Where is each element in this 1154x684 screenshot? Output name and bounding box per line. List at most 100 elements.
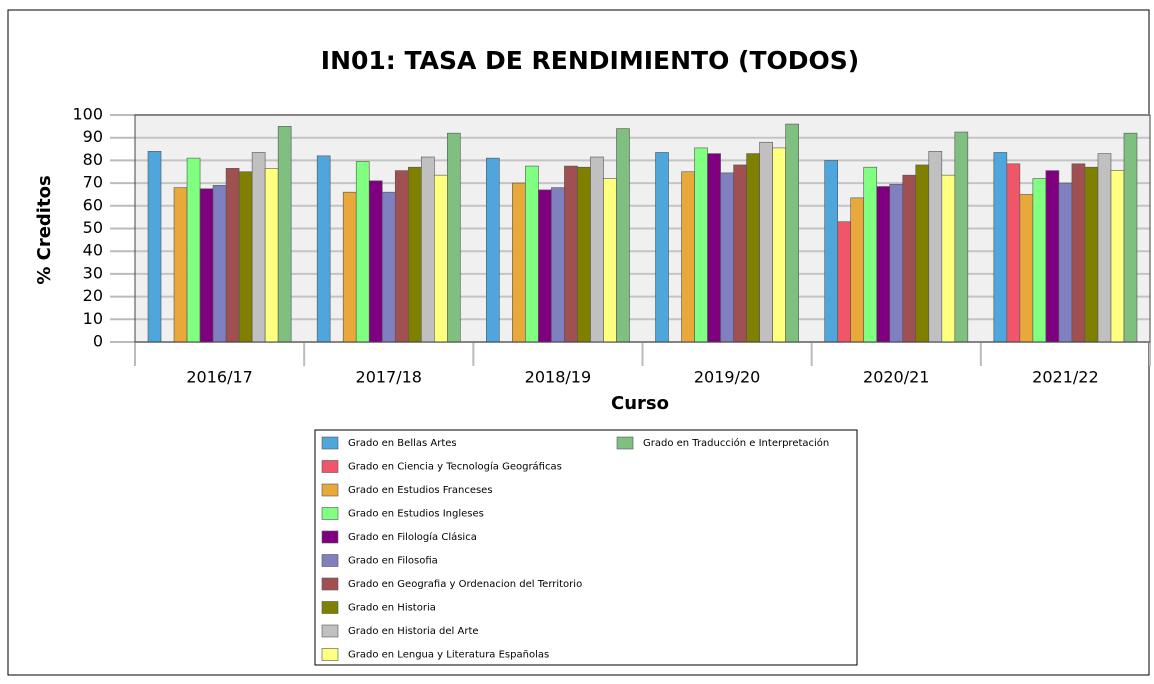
- bar: [681, 171, 695, 343]
- bar: [1084, 166, 1099, 343]
- bar: [264, 168, 279, 343]
- y-tick-label: 80: [83, 150, 103, 169]
- bar: [993, 152, 1008, 343]
- legend-label: Grado en Filosofia: [348, 556, 438, 567]
- y-axis-title: % Creditos: [34, 175, 55, 284]
- bar: [447, 132, 461, 343]
- bar: [655, 152, 669, 343]
- bar: [928, 151, 943, 343]
- bar: [694, 147, 708, 343]
- bar: [746, 153, 760, 343]
- legend-swatch: [321, 530, 339, 544]
- legend-label: Grado en Bellas Artes: [348, 438, 457, 449]
- bar: [486, 157, 500, 343]
- x-tick-label: 2020/21: [863, 368, 929, 387]
- bar: [941, 174, 956, 343]
- plot-border: [134, 114, 1151, 343]
- bar: [954, 131, 969, 343]
- bar: [850, 197, 865, 343]
- bar: [1019, 194, 1034, 343]
- legend-label: Grado en Estudios Franceses: [348, 485, 493, 496]
- bar: [876, 186, 891, 343]
- bar: [1110, 170, 1125, 343]
- legend-swatch: [321, 648, 339, 661]
- bar: [1058, 182, 1073, 343]
- bar: [902, 174, 917, 343]
- legend-swatch: [321, 624, 339, 638]
- bar: [551, 187, 565, 343]
- y-tick-label: 90: [83, 127, 103, 146]
- legend-label: Grado en Historia del Arte: [348, 626, 479, 637]
- bar: [837, 221, 851, 343]
- bar: [785, 123, 799, 343]
- y-tick-label: 0: [93, 332, 103, 351]
- x-tick-label: 2019/20: [694, 368, 760, 387]
- bar: [355, 161, 370, 343]
- bar: [381, 191, 396, 343]
- bar: [342, 191, 357, 343]
- bar: [1006, 163, 1021, 343]
- bar: [434, 174, 448, 343]
- x-tick-label: 2021/22: [1032, 368, 1098, 387]
- bar: [564, 165, 578, 343]
- bar: [420, 156, 435, 343]
- y-tick-label: 40: [83, 241, 103, 260]
- x-tick-label: 2016/17: [186, 368, 252, 387]
- bar: [603, 178, 617, 343]
- legend-swatch: [321, 601, 339, 614]
- legend-label: Grado en Traducción e Interpretación: [643, 437, 829, 449]
- legend-swatch: [321, 554, 339, 567]
- y-tick-label: 50: [83, 218, 103, 237]
- bar: [277, 126, 292, 343]
- bar: [186, 157, 201, 343]
- bar: [407, 166, 422, 343]
- bar: [720, 172, 734, 343]
- x-tick-label: 2018/19: [525, 368, 591, 387]
- legend-swatch: [321, 577, 339, 591]
- legend-label: Grado en Lengua y Literatura Españolas: [348, 650, 549, 661]
- bar: [394, 170, 409, 343]
- y-tick-label: 60: [83, 195, 103, 214]
- legend-label: Grado en Filología Clásica: [348, 531, 477, 543]
- bar: [707, 153, 721, 343]
- legend-label: Grado en Historia: [348, 603, 436, 614]
- bar: [733, 164, 747, 343]
- bar: [590, 156, 604, 343]
- y-tick-label: 20: [83, 286, 103, 305]
- bar: [512, 182, 526, 343]
- y-tick-label: 10: [83, 309, 103, 328]
- legend-swatch: [321, 460, 339, 473]
- bar: [199, 188, 214, 343]
- bar: [1045, 170, 1060, 343]
- bar: [1097, 153, 1112, 343]
- bar: [225, 168, 240, 343]
- bar: [889, 183, 904, 343]
- bar: [525, 165, 539, 343]
- legend-swatch: [321, 436, 339, 450]
- legend-box: [314, 429, 858, 666]
- legend-label: Grado en Ciencia y Tecnología Geográfica…: [348, 461, 562, 473]
- bar: [368, 180, 383, 343]
- bar: [251, 152, 266, 343]
- bar: [538, 189, 552, 343]
- y-tick-label: 30: [83, 263, 103, 282]
- bar: [1032, 178, 1047, 343]
- bar: [173, 187, 188, 343]
- bar: [577, 166, 591, 343]
- bar: [316, 155, 331, 343]
- y-tick-label: 70: [83, 173, 103, 192]
- bar: [863, 166, 878, 343]
- bar: [759, 141, 773, 343]
- bar: [616, 128, 630, 343]
- legend-swatch: [321, 507, 339, 520]
- x-axis-title: Curso: [611, 393, 669, 414]
- bar: [824, 160, 838, 343]
- chart-title: IN01: TASA DE RENDIMIENTO (TODOS): [321, 46, 859, 75]
- bar: [772, 147, 786, 343]
- bar: [915, 164, 930, 343]
- y-tick-label: 100: [72, 105, 103, 124]
- legend-swatch: [616, 436, 634, 450]
- bar: [1071, 163, 1086, 343]
- x-tick-label: 2017/18: [356, 368, 422, 387]
